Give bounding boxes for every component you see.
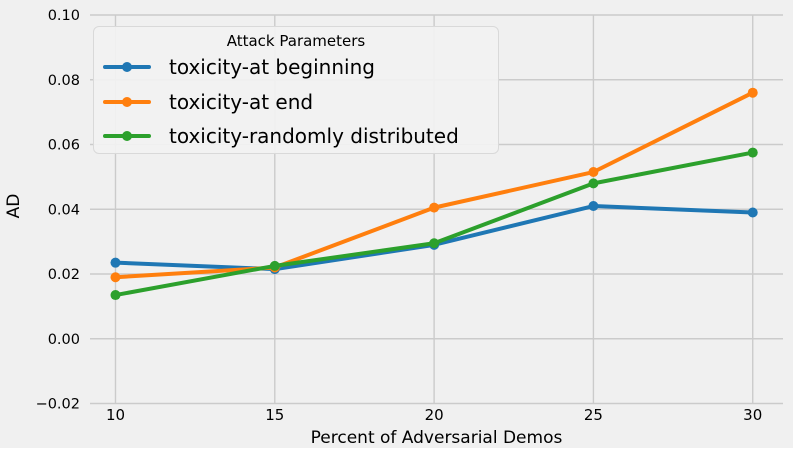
x-tick-label: 15 (265, 406, 284, 424)
legend: Attack Parameters toxicity-at beginning … (93, 26, 499, 154)
y-tick-label: 0.10 (48, 8, 80, 24)
data-point-marker (110, 272, 121, 283)
x-axis-label: Percent of Adversarial Demos (310, 428, 563, 448)
data-point-marker (429, 238, 440, 249)
legend-label: toxicity-at end (169, 89, 314, 114)
legend-swatch-line-marker-icon (103, 61, 151, 73)
data-point-marker (747, 147, 758, 158)
legend-label: toxicity-randomly distributed (169, 124, 459, 149)
y-tick-label: 0.06 (48, 138, 80, 154)
data-point-marker (588, 167, 599, 178)
legend-swatch-line-marker-icon (103, 130, 151, 142)
legend-title: Attack Parameters (226, 32, 366, 50)
y-tick-label: 0.04 (48, 202, 80, 218)
legend-swatch-line-marker-icon (103, 96, 151, 108)
legend-entry: toxicity-at beginning (94, 50, 498, 85)
legend-entry: toxicity-randomly distributed (94, 119, 498, 154)
y-tick-label: 0.08 (48, 73, 80, 89)
data-series (110, 87, 758, 301)
x-tick-label: 10 (106, 406, 125, 424)
data-point-marker (429, 202, 440, 213)
legend-label: toxicity-at beginning (169, 55, 375, 80)
data-point-marker (747, 87, 758, 98)
x-tick-label: 20 (425, 406, 444, 424)
y-tick-labels: −0.02 0.00 0.02 0.04 0.06 0.08 0.10 (36, 8, 80, 413)
y-tick-label: 0.02 (48, 267, 80, 283)
x-tick-label: 25 (584, 406, 603, 424)
data-point-marker (110, 290, 121, 301)
x-tick-labels: 10 15 20 25 30 (106, 406, 762, 424)
y-axis-label: AD (4, 193, 24, 219)
data-point-marker (110, 257, 121, 268)
y-tick-label: 0.00 (48, 332, 80, 348)
x-tick-label: 30 (743, 406, 762, 424)
data-point-marker (588, 178, 599, 189)
legend-entry: toxicity-at end (94, 85, 498, 120)
y-tick-label: −0.02 (36, 397, 80, 413)
data-point-marker (269, 260, 280, 271)
data-point-marker (747, 207, 758, 218)
data-point-marker (588, 201, 599, 212)
